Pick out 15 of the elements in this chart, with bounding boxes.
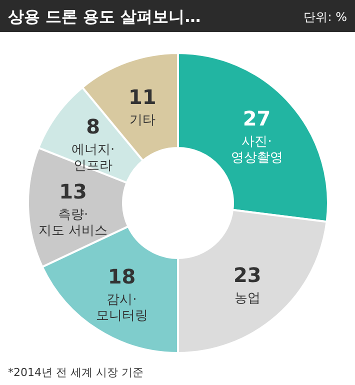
slice-label: 사진· 영상촬영 — [230, 134, 283, 166]
data-label: 8 — [86, 114, 100, 138]
data-label: 27 — [242, 106, 271, 131]
slice-label: 감시· 모니터링 — [96, 292, 148, 324]
text: *2014년 전 세계 시장 기준 — [8, 366, 144, 379]
slice-label: 기타 — [129, 113, 156, 128]
slice-label: 에너지· 인프라 — [71, 142, 115, 174]
data-label: 18 — [108, 264, 136, 289]
slice-label: 농업 — [234, 290, 260, 306]
slice-label: 측량· 지도 서비스 — [38, 207, 108, 238]
chart-title: 상용 드론 용도 살펴보니… — [8, 7, 201, 26]
chart-subtitle: 단위: % — [304, 10, 347, 24]
data-label: 11 — [128, 85, 156, 110]
data-label: 23 — [234, 262, 262, 287]
data-label: 13 — [59, 179, 87, 204]
